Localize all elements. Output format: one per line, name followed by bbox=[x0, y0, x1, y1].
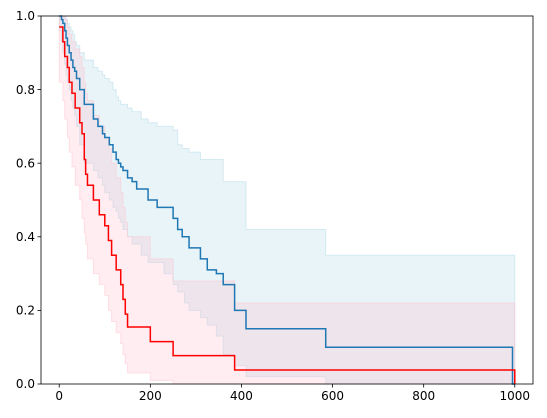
x-axis: 0 200 400 600 800 1000 bbox=[55, 384, 530, 403]
y-tick-label: 0.0 bbox=[16, 377, 35, 391]
y-tick-label: 0.2 bbox=[16, 304, 35, 318]
axes-frame bbox=[40, 15, 534, 385]
confidence-band-1 bbox=[58, 15, 516, 385]
survival-curve-2 bbox=[59, 26, 516, 384]
x-tick-label: 400 bbox=[230, 389, 253, 403]
survival-curves bbox=[59, 15, 516, 385]
y-axis: 0.0 0.2 0.4 0.6 0.8 1.0 bbox=[16, 9, 41, 391]
y-tick-label: 1.0 bbox=[16, 9, 35, 23]
x-tick-label: 0 bbox=[55, 389, 63, 403]
y-tick-label: 0.4 bbox=[16, 230, 35, 244]
y-tick-label: 0.6 bbox=[16, 156, 35, 170]
survival-curve-1 bbox=[59, 15, 515, 385]
x-tick-label: 800 bbox=[412, 389, 435, 403]
x-tick-label: 200 bbox=[139, 389, 162, 403]
y-tick-label: 0.8 bbox=[16, 83, 35, 97]
x-tick-label: 600 bbox=[321, 389, 344, 403]
x-tick-label: 1000 bbox=[500, 389, 531, 403]
